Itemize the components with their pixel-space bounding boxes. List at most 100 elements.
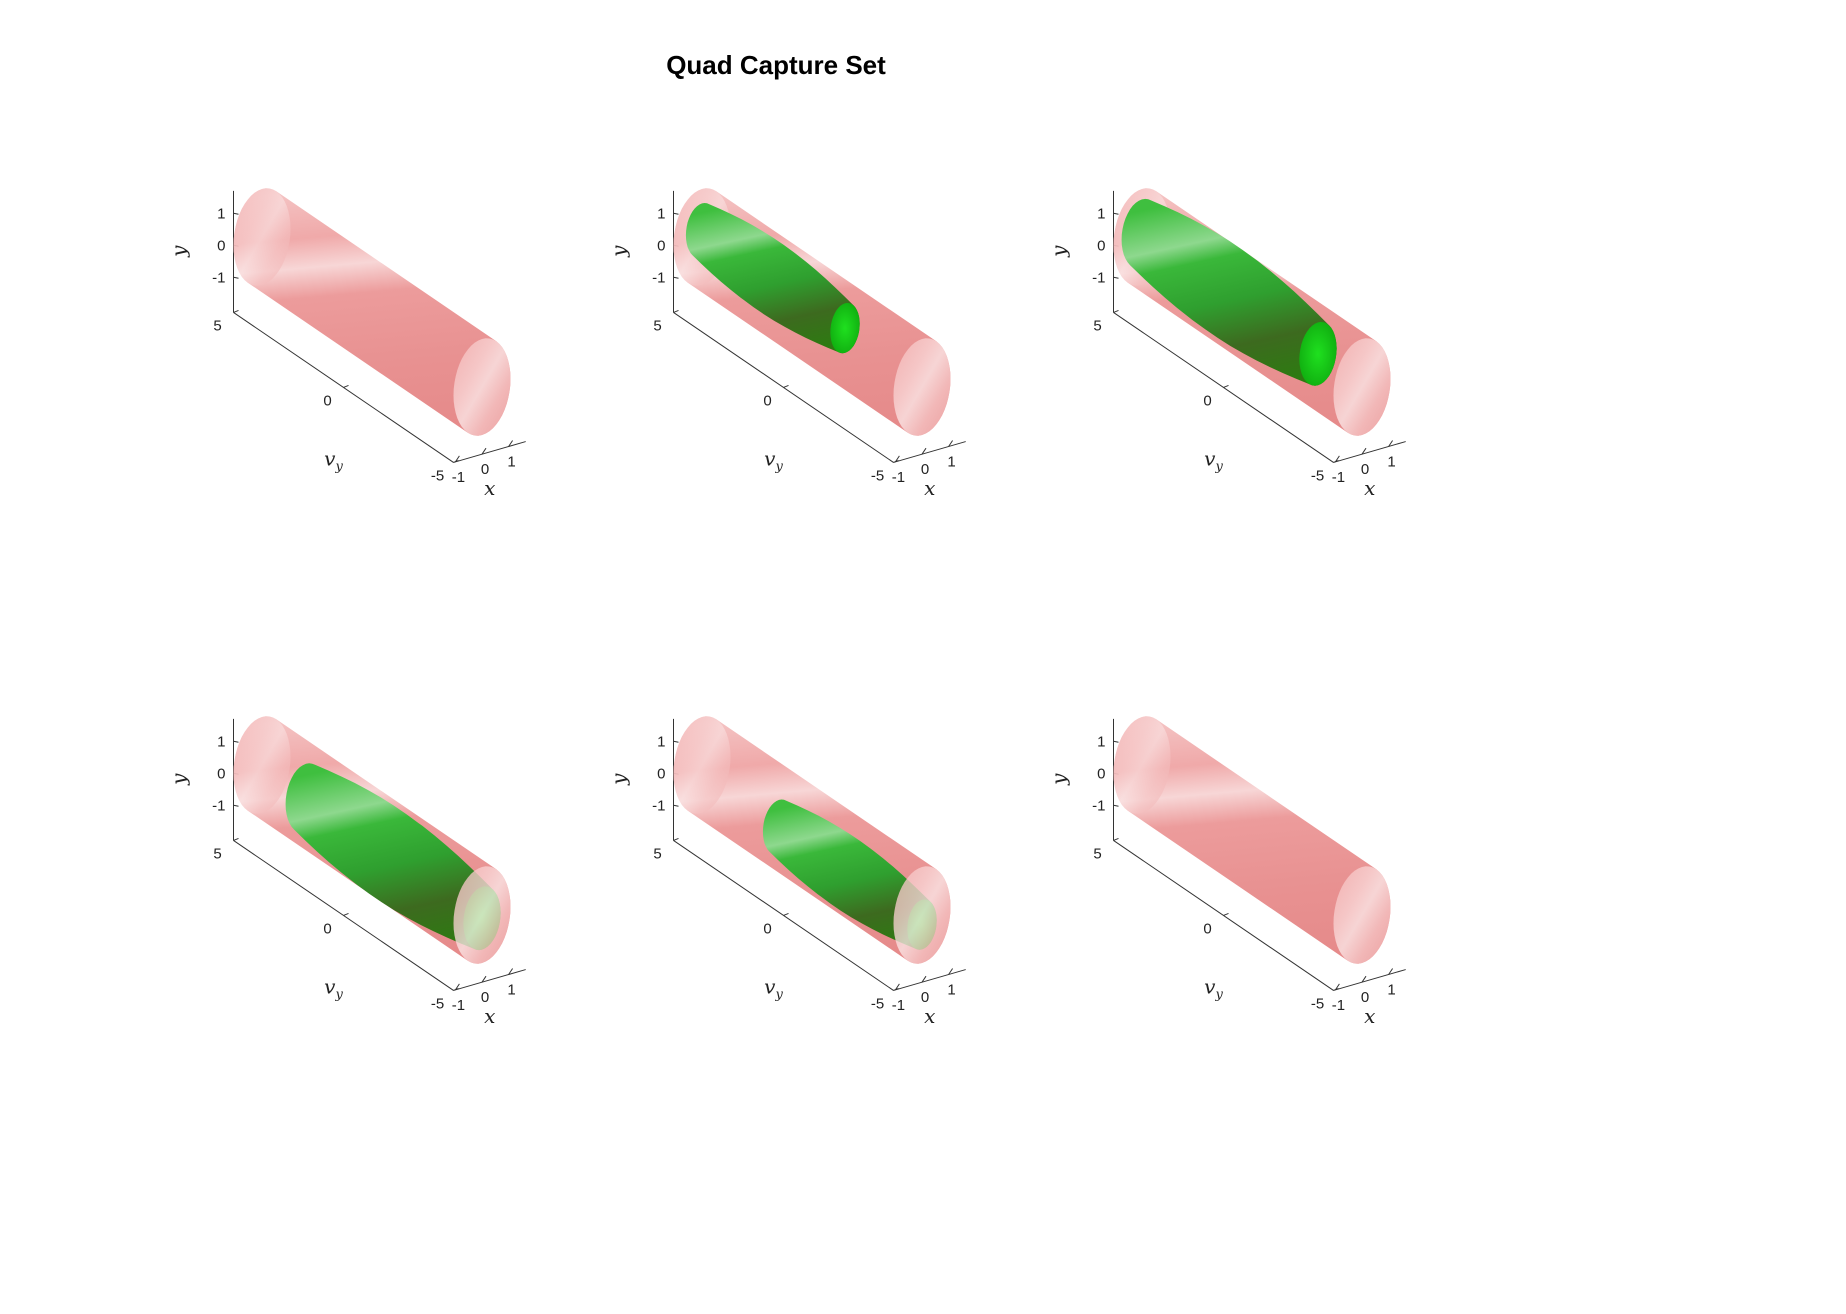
capture-set-surface xyxy=(285,763,501,951)
z-tick xyxy=(1113,212,1119,215)
z-tick-label: -1 xyxy=(1092,797,1105,814)
vy-tick xyxy=(1113,309,1119,313)
z-tick xyxy=(1113,804,1119,807)
vy-tick-label: 5 xyxy=(1093,317,1101,334)
z-tick-label: 0 xyxy=(657,765,665,782)
obstacle-cylinder-back-cap xyxy=(673,716,731,814)
x-tick-label: 1 xyxy=(1387,982,1395,999)
x-tick-label: 1 xyxy=(507,982,515,999)
capture-set-end-cap xyxy=(830,302,860,354)
axes xyxy=(673,718,966,991)
vy-tick-label: -5 xyxy=(431,467,444,484)
subplot-6: 1 0 -1 5 0 -5 -1 0 1 y vy x xyxy=(1047,716,1406,1028)
x-axis-label: x xyxy=(484,1004,495,1028)
z-tick-label: -1 xyxy=(652,797,665,814)
x-tick-label: -1 xyxy=(892,469,905,486)
subplot-3: 1 0 -1 5 0 -5 -1 0 1 y vy x xyxy=(1047,188,1406,500)
x-tick-label: -1 xyxy=(452,469,465,486)
subplot-1: 1 0 -1 5 0 -5 -1 0 1 y vy x xyxy=(167,188,526,500)
axes xyxy=(1113,718,1406,991)
vy-axis-label: vy xyxy=(324,446,343,474)
z-tick xyxy=(673,276,679,279)
vy-tick-label: 0 xyxy=(1203,392,1211,409)
x-tick-label: -1 xyxy=(892,997,905,1014)
capture-set-end-cap xyxy=(1299,321,1337,386)
obstacle-cylinder-front-cap xyxy=(1333,866,1391,964)
vy-axis-label: vy xyxy=(764,974,783,1002)
vy-tick-label: -5 xyxy=(1311,467,1324,484)
capture-set-surface xyxy=(1121,198,1337,386)
x-tick xyxy=(948,968,954,975)
z-axis-label: y xyxy=(607,245,631,258)
z-tick-label: 0 xyxy=(217,765,225,782)
z-tick xyxy=(673,804,679,807)
z-tick-label: 0 xyxy=(217,237,225,254)
axes xyxy=(233,190,526,463)
subplot-2: 1 0 -1 5 0 -5 -1 0 1 y vy x xyxy=(607,188,966,500)
axes xyxy=(1113,190,1406,463)
z-axis-label: y xyxy=(167,245,191,258)
x-axis-line xyxy=(453,441,526,463)
vy-tick-label: -5 xyxy=(871,995,884,1012)
x-tick xyxy=(454,983,460,991)
z-tick-label: 1 xyxy=(657,205,665,222)
obstacle-cylinder-back-cap xyxy=(233,188,291,286)
x-axis-label: x xyxy=(1364,476,1375,500)
x-tick xyxy=(481,975,487,983)
z-tick-label: 1 xyxy=(657,733,665,750)
x-axis-label: x xyxy=(924,1004,935,1028)
x-tick-label: 0 xyxy=(921,461,929,478)
obstacle-cylinder-front-cap xyxy=(893,866,951,964)
vy-tick xyxy=(233,309,239,313)
subplot-5: 1 0 -1 5 0 -5 -1 0 1 y vy x xyxy=(607,716,966,1028)
x-tick-label: 0 xyxy=(1361,989,1369,1006)
x-axis-label: x xyxy=(484,476,495,500)
vy-tick xyxy=(673,309,679,313)
axes xyxy=(233,718,526,991)
z-axis-label: y xyxy=(1047,245,1071,258)
z-tick-label: -1 xyxy=(212,269,225,286)
obstacle-cylinder-back-cap xyxy=(233,716,291,814)
vy-tick-label: 5 xyxy=(653,317,661,334)
vy-axis-label: vy xyxy=(324,974,343,1002)
x-axis-line xyxy=(1333,969,1406,991)
capture-set-surface xyxy=(762,799,937,950)
x-tick xyxy=(1334,455,1340,463)
x-tick-label: 1 xyxy=(1387,454,1395,471)
x-tick xyxy=(481,447,487,455)
x-tick-label: 1 xyxy=(947,982,955,999)
z-tick-label: 1 xyxy=(1097,205,1105,222)
vy-axis-label: vy xyxy=(764,446,783,474)
vy-axis-label: vy xyxy=(1204,446,1223,474)
z-tick-label: 1 xyxy=(217,205,225,222)
z-tick-label: 1 xyxy=(217,733,225,750)
figure: Quad Capture Set xyxy=(166,50,1406,1029)
figure-title: Quad Capture Set xyxy=(666,50,886,80)
z-tick-label: 0 xyxy=(657,237,665,254)
x-tick xyxy=(921,447,927,455)
x-tick xyxy=(921,975,927,983)
x-tick xyxy=(1334,983,1340,991)
x-axis-label: x xyxy=(924,476,935,500)
vy-axis-label: vy xyxy=(1204,974,1223,1002)
x-tick-label: 0 xyxy=(921,989,929,1006)
z-tick-label: -1 xyxy=(212,797,225,814)
z-axis-label: y xyxy=(1047,773,1071,786)
z-tick xyxy=(1113,740,1119,743)
x-tick-label: 0 xyxy=(481,989,489,1006)
vy-tick xyxy=(783,384,789,388)
x-tick xyxy=(508,440,514,447)
vy-tick-label: 5 xyxy=(653,845,661,862)
vy-tick xyxy=(343,384,349,388)
x-tick-label: 1 xyxy=(947,454,955,471)
vy-tick xyxy=(673,837,679,841)
subplot-4: 1 0 -1 5 0 -5 -1 0 1 y vy x xyxy=(167,716,526,1028)
z-axis-label: y xyxy=(607,773,631,786)
x-tick-label: 0 xyxy=(481,461,489,478)
vy-tick-label: -5 xyxy=(1311,995,1324,1012)
vy-tick-label: 0 xyxy=(323,920,331,937)
z-axis-label: y xyxy=(167,773,191,786)
x-axis-line xyxy=(893,969,966,991)
vy-tick-label: -5 xyxy=(431,995,444,1012)
